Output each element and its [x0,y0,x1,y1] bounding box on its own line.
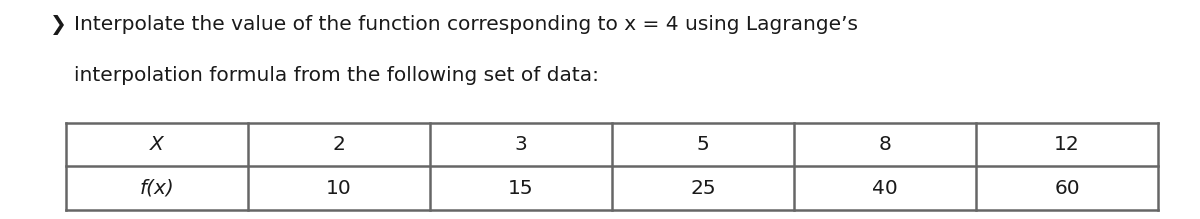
Text: 60: 60 [1054,179,1080,198]
Text: f(x): f(x) [139,179,174,198]
Text: 40: 40 [872,179,898,198]
Text: 15: 15 [508,179,534,198]
Text: 3: 3 [515,135,527,154]
Text: interpolation formula from the following set of data:: interpolation formula from the following… [74,66,600,85]
Text: 12: 12 [1054,135,1080,154]
Text: 8: 8 [878,135,892,154]
Text: Interpolate the value of the function corresponding to x = 4 using Lagrange’s: Interpolate the value of the function co… [74,15,858,34]
Text: ❯: ❯ [50,15,67,35]
Text: X: X [150,135,164,154]
Text: 5: 5 [697,135,709,154]
Text: 10: 10 [326,179,352,198]
Text: 25: 25 [690,179,716,198]
Text: 2: 2 [332,135,346,154]
